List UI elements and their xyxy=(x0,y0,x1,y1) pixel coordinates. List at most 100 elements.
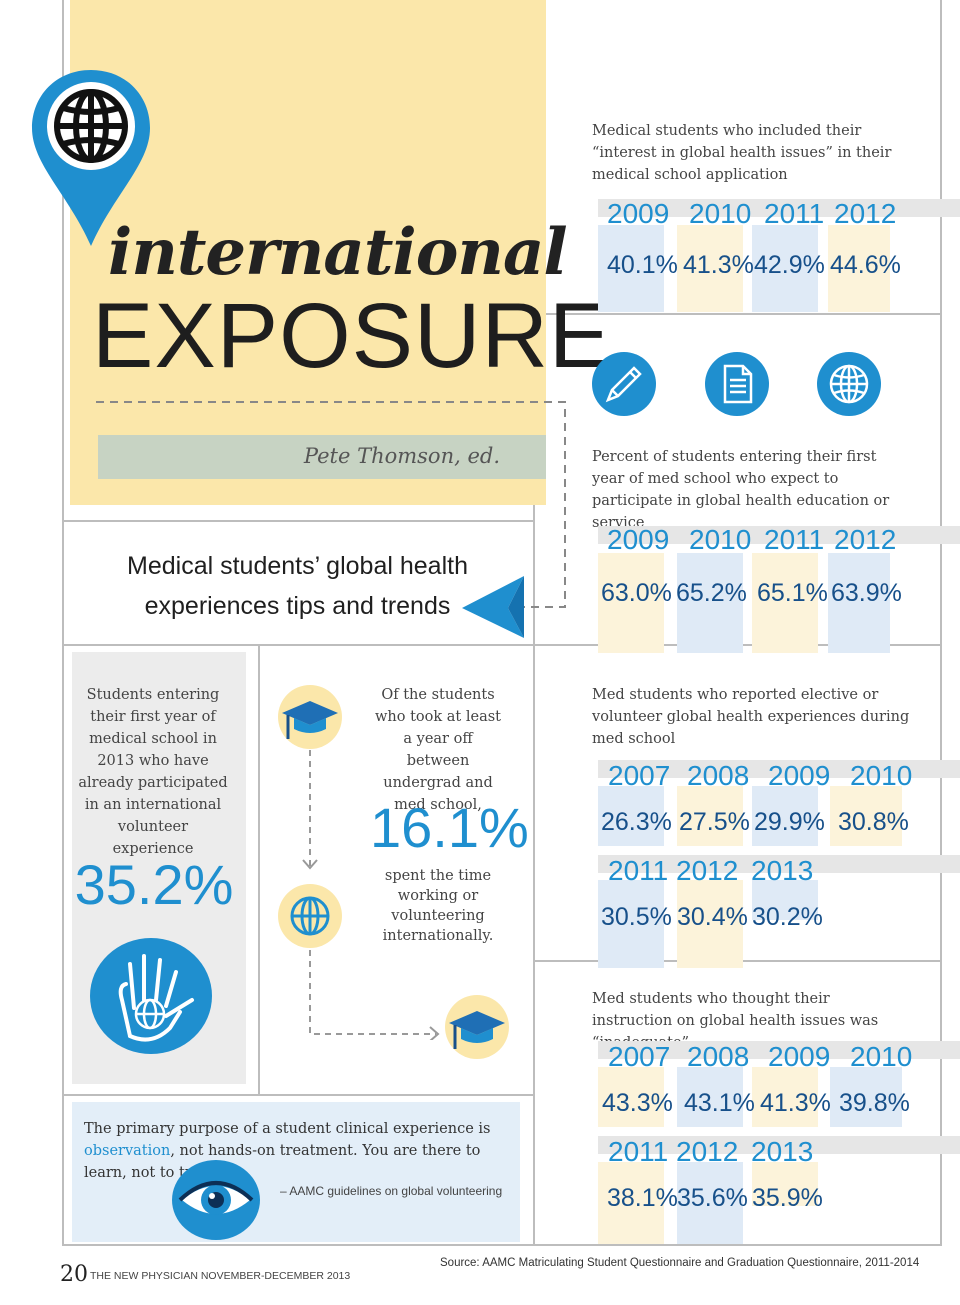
editor-bar xyxy=(98,435,546,479)
year-label: 2007 xyxy=(608,760,671,791)
graduation-cap-icon xyxy=(445,995,509,1059)
stat-value: 30.8% xyxy=(838,808,909,836)
column-bg xyxy=(598,1067,664,1127)
year-label: 2011 xyxy=(608,1136,669,1167)
stat-value: 43.3% xyxy=(602,1089,673,1117)
column-bg xyxy=(598,880,664,968)
year-bar xyxy=(598,199,960,217)
column-bg xyxy=(830,786,902,846)
left-stat-text: Students entering their first year of me… xyxy=(78,687,228,857)
year-label: 2013 xyxy=(751,1136,814,1167)
column-bg xyxy=(677,786,743,846)
location-marker xyxy=(32,70,150,246)
source-citation: Source: AAMC Matriculating Student Quest… xyxy=(440,1257,920,1269)
stat-value: 65.1% xyxy=(757,579,828,607)
stat-value: 27.5% xyxy=(679,808,750,836)
column-bg xyxy=(752,1162,818,1206)
quote-text-pre: The primary purpose of a student clinica… xyxy=(84,1121,491,1137)
stat-4-description: Med students who thought their instructi… xyxy=(592,991,879,1051)
column-bg xyxy=(677,880,743,968)
magazine-name: THE NEW PHYSICIAN NOVEMBER-DECEMBER 2013 xyxy=(90,1270,351,1282)
year-bar xyxy=(598,760,960,778)
mid-stat-text-bottom: spent the time working or volunteering i… xyxy=(382,868,494,944)
mid-stat-text-top: Of the students who took at least a year… xyxy=(375,687,501,813)
editor-name: Pete Thomson, ed. xyxy=(303,444,500,468)
year-label: 2012 xyxy=(676,1136,739,1167)
stat-value: 41.3% xyxy=(760,1089,831,1117)
year-label: 2010 xyxy=(689,524,752,555)
stat-value: 65.2% xyxy=(676,579,747,607)
page-title: EXPOSURE xyxy=(92,285,612,387)
year-label: 2008 xyxy=(687,760,750,791)
year-label: 2010 xyxy=(850,1041,913,1072)
stat-value: 35.6% xyxy=(677,1184,748,1212)
column-bg xyxy=(598,225,664,312)
column-bg xyxy=(752,225,818,312)
column-bg xyxy=(677,553,743,653)
subtitle-line-1: Medical students’ global health xyxy=(127,552,468,580)
stat-value: 35.9% xyxy=(752,1184,823,1212)
mid-stat-value: 16.1% xyxy=(370,796,529,859)
subtitle-line-2: experiences tips and trends xyxy=(144,592,451,620)
quote-source: – AAMC guidelines on global volunteering xyxy=(280,1184,503,1198)
document-icon xyxy=(705,352,769,416)
stat-value: 30.4% xyxy=(677,903,748,931)
stat-value: 39.8% xyxy=(839,1089,910,1117)
globe-icon xyxy=(817,352,881,416)
stat-value: 63.0% xyxy=(601,579,672,607)
column-bg xyxy=(598,1162,664,1244)
year-label: 2011 xyxy=(764,524,825,555)
column-bg xyxy=(830,1067,902,1127)
title-script: international xyxy=(108,215,568,290)
subtitle: Medical students’ global health experien… xyxy=(95,546,500,626)
year-bar xyxy=(598,1041,960,1059)
quote-highlight: observation xyxy=(84,1143,171,1159)
year-label: 2012 xyxy=(834,198,897,229)
year-label: 2010 xyxy=(850,760,913,791)
column-bg xyxy=(598,553,664,653)
column-bg xyxy=(677,1067,743,1127)
column-bg xyxy=(752,880,818,920)
left-stat-value: 35.2% xyxy=(74,853,234,916)
column-bg xyxy=(677,1162,743,1244)
dashed-flow-arrow xyxy=(302,750,440,1040)
stat-value: 44.6% xyxy=(830,251,901,279)
quote-box xyxy=(72,1102,520,1242)
year-label: 2013 xyxy=(751,855,814,886)
column-bg xyxy=(752,553,818,653)
stat-2-description: Percent of students entering their first… xyxy=(592,449,890,531)
year-label: 2009 xyxy=(607,524,670,555)
title-panel xyxy=(70,0,546,505)
year-label: 2008 xyxy=(687,1041,750,1072)
globe-icon xyxy=(54,89,128,163)
eye-icon xyxy=(172,1160,260,1240)
quote-text: The primary purpose of a student clinica… xyxy=(84,1118,504,1184)
year-label: 2012 xyxy=(834,524,897,555)
hand-globe-icon xyxy=(90,938,212,1054)
year-label: 2011 xyxy=(608,855,669,886)
column-bg xyxy=(598,786,664,846)
year-label: 2009 xyxy=(607,198,670,229)
year-label: 2011 xyxy=(764,198,825,229)
stat-value: 40.1% xyxy=(607,251,678,279)
year-label: 2009 xyxy=(768,1041,831,1072)
stat-value: 30.5% xyxy=(601,903,672,931)
globe-icon xyxy=(278,884,342,948)
graduation-cap-icon xyxy=(278,685,342,749)
year-bar xyxy=(598,855,960,873)
column-bg xyxy=(677,225,743,312)
year-label: 2009 xyxy=(768,760,831,791)
column-bg xyxy=(752,1067,818,1127)
stat-value: 30.2% xyxy=(752,903,823,931)
paper-plane-icon xyxy=(462,576,524,638)
stat-value: 41.3% xyxy=(683,251,754,279)
stat-value: 29.9% xyxy=(754,808,825,836)
year-label: 2012 xyxy=(676,855,739,886)
column-bg xyxy=(828,225,890,312)
year-label: 2007 xyxy=(608,1041,671,1072)
stat-1-description: Medical students who included their “int… xyxy=(592,123,892,183)
year-bar xyxy=(598,526,960,544)
year-label: 2010 xyxy=(689,198,752,229)
stat-value: 63.9% xyxy=(831,579,902,607)
stat-value: 43.1% xyxy=(684,1089,755,1117)
